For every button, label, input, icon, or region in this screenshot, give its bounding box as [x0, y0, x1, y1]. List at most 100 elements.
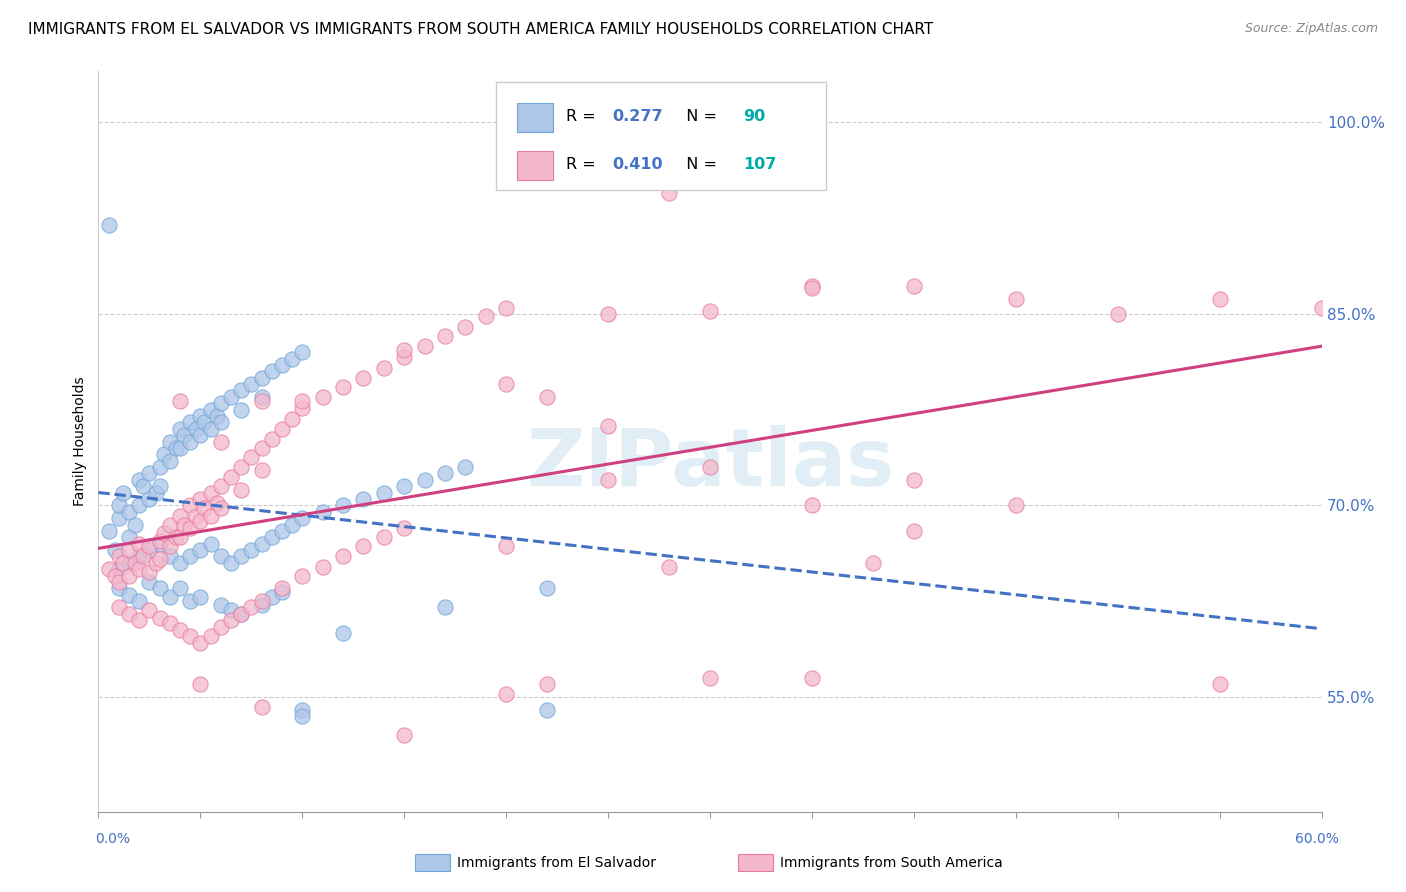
Point [97, 218, 120, 232]
Point [373, 360, 395, 375]
Point [169, 530, 191, 544]
Point [209, 416, 232, 430]
Point [108, 549, 131, 564]
Point [108, 562, 131, 576]
Point [128, 549, 150, 564]
Point [291, 568, 314, 582]
Point [260, 364, 283, 378]
Point [104, 568, 127, 582]
Point [474, 310, 498, 324]
Point [205, 409, 228, 423]
Point [231, 607, 253, 621]
Point [188, 591, 212, 605]
Point [231, 607, 253, 621]
Point [352, 491, 374, 506]
Point [179, 549, 201, 564]
Point [801, 671, 824, 685]
FancyBboxPatch shape [496, 82, 827, 190]
Point [179, 521, 201, 535]
Point [250, 390, 273, 404]
Point [132, 479, 155, 493]
Point [250, 598, 273, 612]
Point [699, 671, 721, 685]
Point [219, 470, 242, 484]
Point [169, 624, 191, 638]
Point [240, 543, 263, 558]
Point [179, 629, 201, 643]
Point [495, 539, 517, 553]
Point [250, 441, 273, 455]
Point [169, 441, 191, 455]
Point [270, 585, 294, 599]
Point [108, 511, 131, 525]
Point [149, 610, 172, 624]
Point [186, 508, 208, 523]
Point [699, 460, 721, 475]
Point [104, 543, 127, 558]
Point [188, 514, 212, 528]
Point [149, 536, 172, 550]
Point [903, 473, 925, 487]
Text: 60.0%: 60.0% [1295, 832, 1339, 846]
Point [179, 416, 201, 430]
Point [159, 615, 181, 630]
Point [434, 600, 457, 615]
Point [454, 319, 477, 334]
Point [291, 401, 314, 416]
Point [132, 549, 155, 564]
Point [392, 728, 416, 742]
Y-axis label: Family Households: Family Households [73, 376, 87, 507]
Point [240, 450, 263, 464]
Point [138, 565, 160, 579]
Point [138, 543, 160, 558]
Point [188, 543, 212, 558]
Point [169, 582, 191, 596]
Point [209, 434, 232, 449]
Point [118, 568, 141, 582]
Point [209, 396, 232, 410]
Text: Immigrants from South America: Immigrants from South America [780, 855, 1002, 870]
Point [138, 574, 160, 589]
Point [260, 432, 283, 446]
Point [658, 559, 681, 574]
Point [454, 460, 477, 475]
Text: IMMIGRANTS FROM EL SALVADOR VS IMMIGRANTS FROM SOUTH AMERICA FAMILY HOUSEHOLDS C: IMMIGRANTS FROM EL SALVADOR VS IMMIGRANT… [28, 22, 934, 37]
Point [536, 390, 558, 404]
Point [138, 603, 160, 617]
Point [270, 422, 294, 436]
Point [188, 491, 212, 506]
Point [165, 530, 187, 544]
Point [801, 499, 824, 513]
Point [231, 402, 253, 417]
Point [111, 556, 134, 570]
Point [219, 603, 242, 617]
Point [250, 594, 273, 608]
Point [250, 700, 273, 714]
Point [193, 416, 215, 430]
Point [152, 526, 174, 541]
Point [598, 419, 620, 434]
Point [434, 328, 457, 343]
Point [169, 508, 191, 523]
Text: 0.410: 0.410 [612, 157, 662, 171]
Point [1004, 292, 1026, 306]
Point [145, 556, 167, 570]
Point [108, 499, 131, 513]
Text: 0.0%: 0.0% [96, 832, 131, 846]
Point [186, 422, 208, 436]
Point [108, 600, 131, 615]
Point [413, 339, 436, 353]
Point [1209, 292, 1232, 306]
Point [118, 556, 141, 570]
Point [1107, 307, 1129, 321]
Point [209, 549, 232, 564]
Point [250, 370, 273, 384]
Point [145, 485, 167, 500]
Point [128, 473, 150, 487]
Point [188, 677, 212, 691]
Point [209, 500, 232, 515]
Point [124, 517, 146, 532]
Point [699, 304, 721, 318]
Point [128, 613, 150, 627]
Point [281, 517, 304, 532]
